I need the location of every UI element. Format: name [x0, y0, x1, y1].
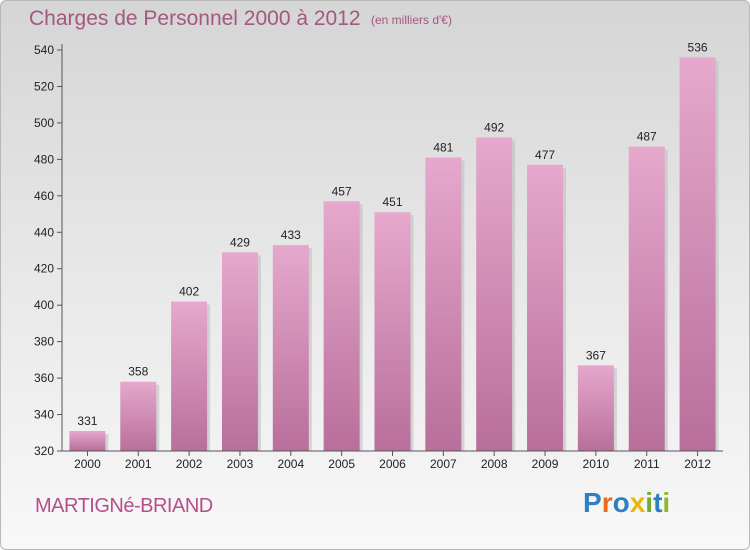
x-tick-label: 2000 [74, 457, 101, 471]
chart-title: Charges de Personnel 2000 à 2012 [29, 7, 361, 30]
x-tick-label: 2011 [634, 457, 660, 471]
logo-letter: r [601, 487, 613, 518]
x-tick-label: 2006 [379, 457, 406, 471]
bar [527, 164, 564, 451]
x-tick-label: 2003 [227, 457, 254, 471]
bar-value-label: 433 [281, 228, 301, 242]
logo-letter: P [583, 487, 602, 518]
proxiti-logo: Proxiti [583, 487, 670, 519]
logo-letter: x [629, 487, 646, 518]
bar-value-label: 402 [179, 285, 199, 299]
bar [476, 137, 513, 451]
bar [323, 201, 360, 451]
bar-value-label: 457 [332, 184, 352, 198]
bar [374, 212, 411, 451]
bar-value-label: 429 [230, 235, 250, 249]
x-tick-label: 2008 [481, 457, 508, 471]
bar-value-label: 487 [637, 130, 657, 144]
y-axis: 320 340 360 380 400 420 440 460 480 500 520 540 [34, 43, 63, 458]
bar [272, 245, 309, 451]
logo-letter: o [612, 487, 630, 518]
bar-value-label: 492 [484, 120, 504, 134]
bar [221, 252, 258, 451]
y-tick-label: 540 [34, 43, 54, 57]
bar [628, 146, 665, 451]
x-tick-label: 2001 [125, 457, 152, 471]
y-tick-label: 460 [34, 189, 54, 203]
x-tick-label: 2005 [328, 457, 355, 471]
bar [69, 430, 106, 451]
y-tick-label: 400 [34, 298, 54, 312]
bar-value-label: 367 [586, 348, 606, 362]
logo-letter: i [645, 487, 654, 518]
bar [577, 365, 614, 451]
x-tick-label: 2007 [430, 457, 457, 471]
bar-value-label: 331 [77, 414, 97, 428]
x-axis: 2000 2001 2002 2003 2004 2005 2006 2007 2008 2009… [62, 450, 723, 471]
x-tick-label: 2002 [176, 457, 203, 471]
chart-subtitle: (en milliers d'€) [371, 13, 452, 27]
bar [120, 381, 157, 451]
bar-value-label: 481 [433, 141, 453, 155]
x-tick-label: 2010 [583, 457, 610, 471]
bar [425, 157, 462, 452]
bar-value-label: 451 [382, 195, 402, 209]
bar-value-label: 477 [535, 148, 555, 162]
y-tick-label: 420 [34, 262, 54, 276]
logo-letter: t [653, 487, 663, 518]
bar [171, 301, 208, 451]
y-tick-label: 440 [34, 225, 54, 239]
bar-value-label: 536 [688, 40, 708, 54]
y-tick-label: 360 [34, 371, 54, 385]
bar-value-label: 358 [128, 365, 148, 379]
y-tick-label: 520 [34, 79, 54, 93]
bar [679, 57, 716, 452]
commune-name: MARTIGNé-BRIAND [35, 495, 213, 517]
bars: 331 358 402 429 433 457 451 481 492 477 367 487 536 [69, 40, 719, 452]
y-tick-label: 340 [34, 408, 54, 422]
y-tick-label: 380 [34, 335, 54, 349]
y-tick-label: 480 [34, 152, 54, 166]
y-tick-label: 320 [34, 444, 54, 458]
x-tick-label: 2012 [684, 457, 711, 471]
y-tick-label: 500 [34, 116, 54, 130]
x-tick-label: 2004 [277, 457, 304, 471]
x-tick-label: 2009 [532, 457, 559, 471]
logo-letter: i [662, 487, 671, 518]
